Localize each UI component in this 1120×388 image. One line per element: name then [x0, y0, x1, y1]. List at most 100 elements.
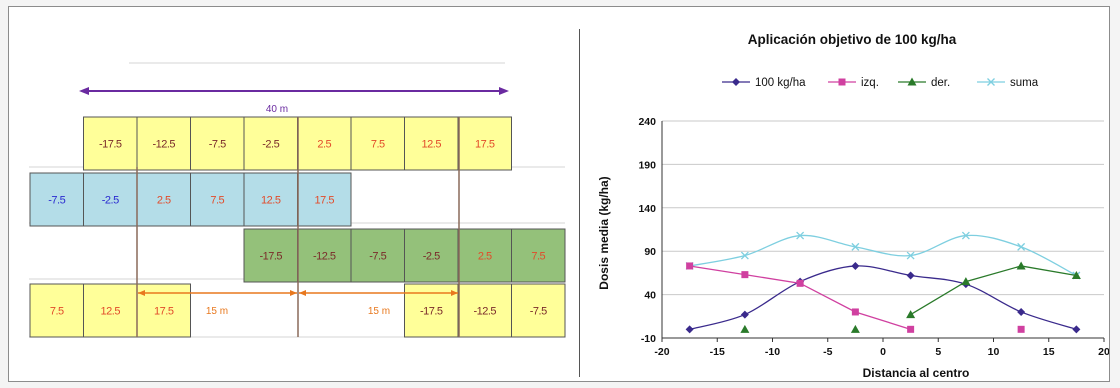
y-axis-label: Dosis media (kg/ha) — [597, 176, 611, 289]
arrowhead — [299, 290, 306, 296]
swath-cell — [243, 228, 298, 283]
legend-label: 100 kg/ha — [755, 77, 806, 89]
data-point — [740, 251, 749, 260]
gap-arrow-right-label: 15 m — [368, 306, 390, 317]
cell-value: 7.5 — [531, 251, 545, 263]
swath-cell — [457, 283, 512, 338]
data-point — [741, 271, 749, 279]
x-tick-label: 15 — [1043, 346, 1055, 358]
data-point — [987, 78, 995, 86]
swath-cell — [190, 116, 245, 171]
swath-cell — [83, 283, 138, 338]
cell-value: 7.5 — [371, 139, 385, 151]
cell-value: -7.5 — [209, 139, 226, 151]
cell-value: 17.5 — [315, 195, 335, 207]
y-tick-label: 190 — [638, 159, 656, 171]
arrowhead-right — [499, 87, 509, 95]
swath-cell — [404, 116, 459, 171]
swath-cell — [297, 172, 352, 227]
x-tick-label: -20 — [654, 346, 669, 358]
dose-chart: Aplicación objetivo de 100 kg/ha 100 kg/… — [597, 32, 1109, 380]
data-point — [851, 308, 859, 316]
y-tick-label: 40 — [644, 290, 656, 302]
arrowhead-left — [79, 87, 89, 95]
cell-value: 2.5 — [157, 195, 171, 207]
data-point — [850, 324, 860, 333]
x-tick-label: 5 — [935, 346, 941, 358]
data-point — [796, 231, 805, 240]
cell-value: -12.5 — [313, 251, 336, 263]
swath-cell — [457, 116, 512, 171]
cell-value: -2.5 — [262, 139, 279, 151]
swath-cell — [136, 172, 191, 227]
data-point — [686, 262, 694, 270]
data-point — [906, 251, 915, 260]
cell-value: 12.5 — [261, 195, 281, 207]
swath-cell — [457, 228, 512, 283]
data-point — [796, 279, 804, 287]
swath-cell — [297, 116, 352, 171]
swath-cell — [243, 172, 298, 227]
cell-value: 17.5 — [475, 139, 495, 151]
chart-legend: 100 kg/ha izq. der. suma — [722, 77, 1039, 89]
x-tick-label: -10 — [765, 346, 780, 358]
swath-cell — [511, 228, 566, 283]
total-width-label: 40 m — [266, 104, 288, 115]
cell-value: -17.5 — [420, 306, 443, 318]
swath-cell — [511, 283, 566, 338]
data-point — [732, 78, 740, 86]
series-100-kg-ha — [685, 261, 1081, 334]
cell-value: 2.5 — [317, 139, 331, 151]
cell-value: 7.5 — [50, 306, 64, 318]
cell-value: -17.5 — [99, 139, 122, 151]
data-point — [906, 271, 915, 280]
figure-frame: -17.5 -12.5 -7.5 -2.5 2.5 7.5 12.5 17.5 -7.5 -2.5… — [8, 6, 1110, 382]
x-tick-label: -5 — [823, 346, 832, 358]
x-tick-label: 0 — [880, 346, 886, 358]
y-tick-label: 140 — [638, 203, 656, 215]
data-point — [1017, 325, 1025, 333]
swath-cell — [29, 283, 84, 338]
arrowhead — [290, 290, 297, 296]
cell-value: 7.5 — [210, 195, 224, 207]
legend-entry: izq. — [828, 77, 879, 89]
data-point — [906, 310, 916, 319]
legend-label: izq. — [861, 77, 879, 89]
swath-cell — [404, 228, 459, 283]
swath-cell — [83, 116, 138, 171]
x-tick-label: -15 — [710, 346, 725, 358]
series-line — [689, 265, 1077, 330]
data-point — [1017, 307, 1026, 316]
x-tick-label: 20 — [1098, 346, 1109, 358]
data-point — [907, 77, 917, 86]
swath-overlap-diagram: -17.5 -12.5 -7.5 -2.5 2.5 7.5 12.5 17.5 -7.5 -2.5… — [29, 62, 566, 338]
x-axis-label: Distancia al centro — [863, 366, 970, 380]
data-point — [740, 310, 749, 319]
data-point — [1017, 242, 1026, 251]
x-tick-label: 10 — [988, 346, 1000, 358]
data-point — [1072, 325, 1081, 334]
cell-value: -7.5 — [369, 251, 386, 263]
swath-cell — [350, 228, 405, 283]
series-line — [689, 234, 1077, 277]
data-point — [685, 325, 694, 334]
data-point — [838, 78, 846, 86]
cell-value: -17.5 — [259, 251, 282, 263]
legend-label: der. — [931, 77, 950, 89]
y-tick-label: 240 — [638, 116, 656, 128]
series-der- — [906, 261, 1081, 319]
cell-value: -7.5 — [530, 306, 547, 318]
data-point — [740, 324, 750, 333]
data-point — [907, 325, 915, 333]
legend-entry: 100 kg/ha — [722, 77, 806, 89]
cell-value: -12.5 — [473, 306, 496, 318]
data-point — [1071, 271, 1081, 280]
data-point — [961, 231, 970, 240]
cell-value: -2.5 — [423, 251, 440, 263]
series-line — [910, 265, 1077, 316]
cell-value: 12.5 — [422, 139, 442, 151]
cell-value: -7.5 — [48, 195, 65, 207]
cell-value: -2.5 — [102, 195, 119, 207]
legend-entry: der. — [898, 77, 950, 89]
legend-entry: suma — [977, 77, 1039, 89]
